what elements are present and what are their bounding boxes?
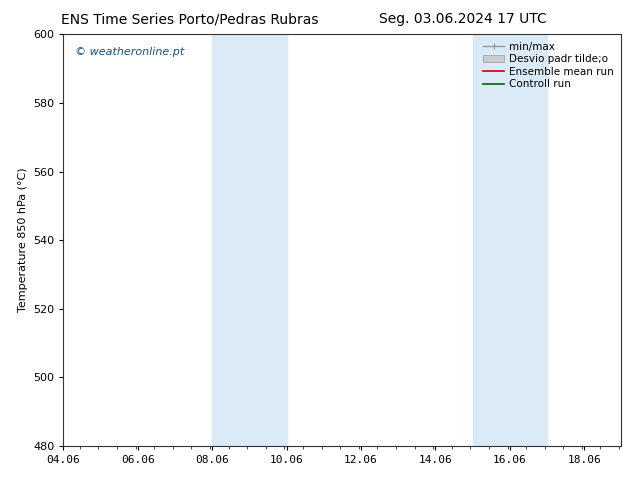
Bar [472, 34, 547, 446]
Text: ENS Time Series Porto/Pedras Rubras: ENS Time Series Porto/Pedras Rubras [61, 12, 319, 26]
Text: © weatheronline.pt: © weatheronline.pt [75, 47, 184, 57]
Text: Seg. 03.06.2024 17 UTC: Seg. 03.06.2024 17 UTC [379, 12, 547, 26]
Y-axis label: Temperature 850 hPa (°C): Temperature 850 hPa (°C) [18, 168, 27, 313]
Legend: min/max, Desvio padr tilde;o, Ensemble mean run, Controll run: min/max, Desvio padr tilde;o, Ensemble m… [481, 40, 616, 92]
Bar [212, 34, 287, 446]
